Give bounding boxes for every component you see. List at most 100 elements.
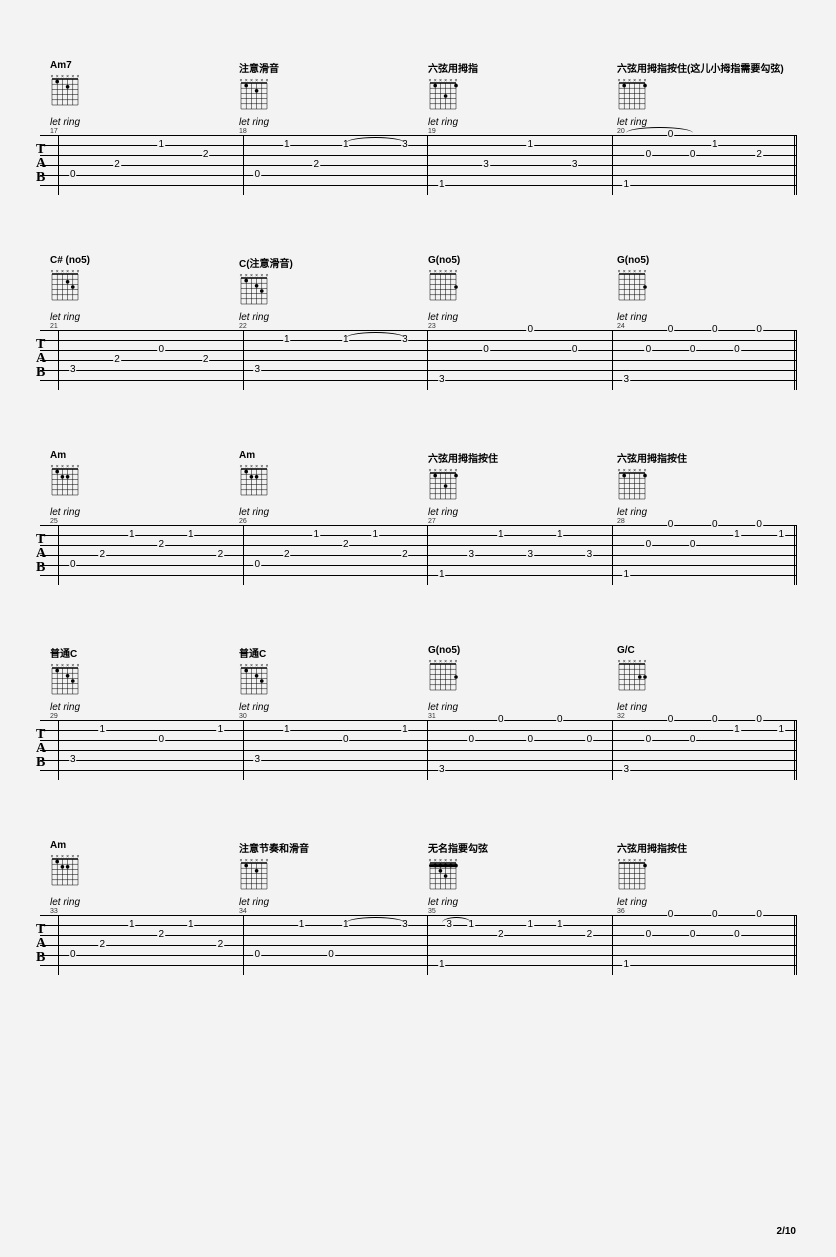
tab-note: 2	[158, 540, 166, 550]
tab-note: 2	[497, 930, 505, 940]
chord-name: 普通C	[239, 645, 266, 660]
tab-note: 0	[586, 735, 594, 745]
tab-note: 3	[571, 160, 579, 170]
tab-note: 1	[527, 140, 535, 150]
tab-note: 2	[586, 930, 594, 940]
chord-diagram: ××××××	[50, 268, 82, 304]
tab-note: 1	[711, 140, 719, 150]
let-ring-text: let ring	[607, 312, 796, 323]
let-ring-text: let ring	[418, 897, 607, 908]
chord-block: C# (no5)××××××	[40, 255, 229, 308]
chord-block: 普通C ××××××	[229, 645, 418, 698]
chord-diagram: ××××××	[428, 268, 460, 304]
tab-note: 2	[98, 940, 106, 950]
chord-diagram: ××××××	[617, 658, 649, 694]
let-ring-text: let ring	[607, 897, 796, 908]
tab-note: 1	[777, 530, 785, 540]
tab-staff: TAB0212120101313121121000000	[40, 915, 796, 975]
tab-note: 2	[283, 550, 291, 560]
tab-note: 0	[69, 560, 77, 570]
let-ring-text: let ring	[40, 507, 229, 518]
tab-note: 0	[482, 345, 490, 355]
tab-note: 2	[98, 550, 106, 560]
tab-note: 0	[571, 345, 579, 355]
bar-number: 29	[40, 713, 229, 720]
chord-diagram: ××××××	[428, 77, 460, 113]
chord-block: Am××××××	[40, 450, 229, 503]
chord-name: C(注意滑音)	[239, 255, 293, 270]
tab-note: 0	[711, 715, 719, 725]
chord-name: 六弦用拇指按住(这儿小拇指需要勾弦)	[617, 60, 784, 75]
bar-number: 32	[607, 713, 796, 720]
chord-block: G/C ××××××	[607, 645, 796, 698]
chord-diagram: ××××××	[50, 463, 82, 499]
bar-number: 33	[40, 908, 229, 915]
let-ring-text: let ring	[418, 702, 607, 713]
tie-icon	[346, 137, 405, 143]
tab-note: 0	[645, 150, 653, 160]
tab-note: 3	[69, 365, 77, 375]
chord-name: 注意节奏和滑音	[239, 840, 309, 855]
tab-note: 2	[313, 160, 321, 170]
chord-diagram: ××××××	[50, 853, 82, 889]
chord-block: Am7××××××	[40, 60, 229, 113]
bar-number: 22	[229, 323, 418, 330]
tab-note: 0	[733, 930, 741, 940]
tab-note: 0	[253, 170, 261, 180]
chord-block: 六弦用拇指 ××××××	[418, 60, 607, 113]
chord-block: 六弦用拇指按住××××××	[607, 840, 796, 893]
tab-note: 0	[755, 325, 763, 335]
tab-note: 2	[401, 550, 409, 560]
tab-note: 0	[645, 735, 653, 745]
bar-number: 25	[40, 518, 229, 525]
bar-number: 31	[418, 713, 607, 720]
tab-note: 0	[527, 325, 535, 335]
tab-note: 3	[253, 755, 261, 765]
chord-block: G(no5)××××××	[418, 645, 607, 698]
chord-block: 六弦用拇指按住××××××	[418, 450, 607, 503]
tab-note: 2	[202, 150, 210, 160]
bar-number: 19	[418, 128, 607, 135]
tab-label: TAB	[36, 143, 46, 185]
tab-note: 1	[733, 530, 741, 540]
tab-note: 1	[622, 960, 630, 970]
tie-icon	[346, 332, 405, 338]
tab-note: 0	[755, 520, 763, 530]
chord-block: G(no5) ××××××	[418, 255, 607, 308]
tie-icon	[346, 917, 405, 923]
let-ring-text: let ring	[229, 702, 418, 713]
chord-name: G(no5)	[428, 645, 460, 656]
tab-note: 0	[689, 735, 697, 745]
chord-name: 六弦用拇指按住	[428, 450, 498, 465]
chord-name: G(no5)	[428, 255, 460, 266]
tab-note: 1	[777, 725, 785, 735]
let-ring-text: let ring	[229, 507, 418, 518]
tab-note: 3	[586, 550, 594, 560]
let-ring-text: let ring	[418, 312, 607, 323]
tab-note: 0	[689, 930, 697, 940]
tab-note: 1	[497, 530, 505, 540]
tab-note: 0	[755, 910, 763, 920]
chord-name: Am7	[50, 60, 72, 71]
let-ring-text: let ring	[40, 702, 229, 713]
let-ring-text: let ring	[607, 507, 796, 518]
tab-note: 0	[667, 325, 675, 335]
chord-diagram: ××××××	[239, 662, 271, 698]
tab-note: 0	[667, 520, 675, 530]
tab-note: 0	[689, 540, 697, 550]
tab-note: 3	[69, 755, 77, 765]
tab-note: 1	[438, 180, 446, 190]
chord-name: Am	[239, 450, 255, 461]
tab-note: 1	[733, 725, 741, 735]
chord-name: 六弦用拇指	[428, 60, 478, 75]
tab-note: 1	[372, 530, 380, 540]
chord-name: 注意滑音	[239, 60, 279, 75]
chord-block: Am××××××	[40, 840, 229, 893]
tab-note: 1	[158, 140, 166, 150]
tab-note: 0	[158, 735, 166, 745]
chord-name: G/C	[617, 645, 635, 656]
tab-note: 0	[689, 150, 697, 160]
tab-note: 0	[253, 560, 261, 570]
tab-note: 2	[113, 355, 121, 365]
chord-name: 无名指要勾弦	[428, 840, 488, 855]
